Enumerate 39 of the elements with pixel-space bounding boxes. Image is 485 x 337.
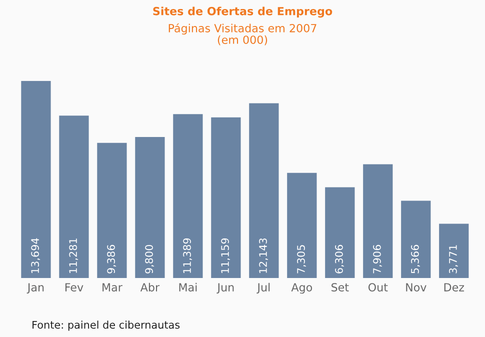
x-tick-label: Abr bbox=[140, 282, 160, 292]
bar bbox=[211, 117, 241, 278]
bar bbox=[59, 116, 89, 278]
data-label: 12,143 bbox=[259, 238, 268, 273]
data-label: 3,771 bbox=[449, 245, 458, 274]
data-label: 11,281 bbox=[69, 238, 78, 273]
bar bbox=[173, 114, 203, 278]
data-label: 7,305 bbox=[297, 245, 306, 274]
x-tick-label: Jul bbox=[256, 282, 270, 294]
x-tick-label: Out bbox=[368, 283, 388, 292]
data-label: 9,800 bbox=[145, 244, 154, 274]
data-label: 5,366 bbox=[411, 244, 420, 274]
data-label: 6,306 bbox=[335, 244, 344, 274]
chart-subtitle: Páginas Visitadas em 2007 (em 000) bbox=[168, 23, 316, 46]
data-label: 11,389 bbox=[183, 238, 192, 273]
x-tick-label: Dez bbox=[444, 283, 464, 292]
x-tick-label: Ago bbox=[291, 283, 312, 294]
x-tick-label: Set bbox=[332, 283, 349, 292]
x-tick-label: Mai bbox=[179, 282, 197, 292]
bar bbox=[363, 164, 393, 278]
bar bbox=[287, 172, 317, 278]
data-label: 13,694 bbox=[31, 238, 40, 273]
x-tick-label: Jun bbox=[216, 283, 234, 294]
chart-title: Sites de Ofertas de Emprego bbox=[153, 6, 332, 18]
bar bbox=[401, 200, 431, 278]
data-label: 11,159 bbox=[221, 238, 230, 273]
bar bbox=[97, 142, 127, 278]
bar bbox=[21, 80, 51, 278]
bar bbox=[439, 224, 469, 278]
data-label: 7,906 bbox=[373, 244, 382, 274]
x-tick-label: Fev bbox=[65, 283, 84, 292]
x-tick-label: Mar bbox=[102, 283, 122, 292]
source-note: Fonte: painel de cibernautas bbox=[32, 320, 180, 331]
x-tick-label: Jan bbox=[26, 283, 44, 294]
x-tick-label: Nov bbox=[406, 283, 426, 292]
bar bbox=[135, 136, 165, 278]
bar bbox=[325, 187, 355, 278]
bar bbox=[249, 103, 279, 278]
data-label: 9,386 bbox=[107, 244, 116, 274]
